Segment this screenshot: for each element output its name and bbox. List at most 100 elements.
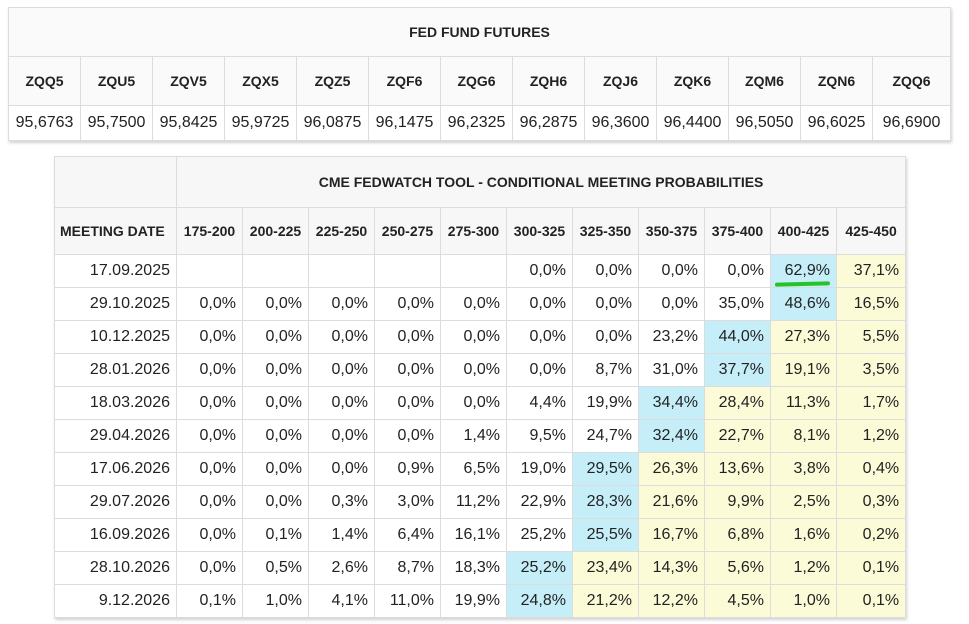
probability-cell: 0,0% <box>176 419 243 453</box>
probability-cell: 22,9% <box>506 485 573 519</box>
probability-cell: 0,3% <box>308 485 375 519</box>
fed-fund-futures-table: FED FUND FUTURES ZQQ5 ZQU5 ZQV5 ZQX5 ZQZ5 ZQF… <box>8 7 951 141</box>
contract-price-zqj6: 96,3600 <box>584 105 657 141</box>
contract-header-zqh6: ZQH6 <box>512 56 585 106</box>
probability-cell: 6,8% <box>704 518 771 552</box>
probability-cell: 3,5% <box>835 353 907 387</box>
probability-cell: 0,0% <box>506 287 573 321</box>
contract-header-zqf6: ZQF6 <box>368 56 441 106</box>
probability-cell: 0,0% <box>440 353 507 387</box>
contract-header-zqq6: ZQQ6 <box>872 56 951 106</box>
probability-cell: 5,6% <box>704 551 771 585</box>
probability-cell: 0,0% <box>242 287 309 321</box>
probability-cell: 29,5% <box>572 452 639 486</box>
probability-cell: 0,0% <box>176 287 243 321</box>
probability-cell: 0,0% <box>242 452 309 486</box>
probability-cell: 0,2% <box>835 518 907 552</box>
corner-cell <box>54 156 177 208</box>
probability-cell: 2,5% <box>770 485 837 519</box>
fedwatch-header-row: MEETING DATE 175-200 200-225 225-250 250-27… <box>54 207 907 255</box>
range-header-200-225: 200-225 <box>242 207 309 255</box>
probability-cell: 32,4% <box>638 419 705 453</box>
probability-cell: 35,0% <box>704 287 771 321</box>
probability-cell: 0,0% <box>704 254 771 288</box>
table-row: 29.04.2026 0,0% 0,0% 0,0% 0,0% 1,4% 9,5% 24,7% 3… <box>54 419 907 453</box>
range-header-225-250: 225-250 <box>308 207 375 255</box>
probability-cell: 19,1% <box>770 353 837 387</box>
probability-cell: 1,0% <box>242 584 309 618</box>
probability-cell: 1,0% <box>770 584 837 618</box>
probability-cell: 31,0% <box>638 353 705 387</box>
probability-value: 62,9% <box>784 262 830 279</box>
probability-cell: 0,0% <box>242 419 309 453</box>
range-header-275-300: 275-300 <box>440 207 507 255</box>
meeting-date-header: MEETING DATE <box>54 207 177 255</box>
probability-cell: 25,5% <box>572 518 639 552</box>
probability-cell: 19,0% <box>506 452 573 486</box>
table-row: 17.06.2026 0,0% 0,0% 0,0% 0,9% 6,5% 19,0% 29,5%… <box>54 452 907 486</box>
probability-cell: 0,0% <box>176 452 243 486</box>
probability-cell: 0,0% <box>242 386 309 420</box>
probability-cell: 6,5% <box>440 452 507 486</box>
contract-price-zqg6: 96,2325 <box>440 105 513 141</box>
contract-header-zqn6: ZQN6 <box>800 56 873 106</box>
probability-cell <box>374 254 441 288</box>
range-header-325-350: 325-350 <box>572 207 639 255</box>
probability-cell: 8,7% <box>374 551 441 585</box>
table-row: 28.01.2026 0,0% 0,0% 0,0% 0,0% 0,0% 0,0% 8,7% 31… <box>54 353 907 387</box>
probability-cell: 0,0% <box>638 254 705 288</box>
probability-cell: 0,0% <box>176 485 243 519</box>
probability-cell: 11,2% <box>440 485 507 519</box>
table-row: 29.07.2026 0,0% 0,0% 0,3% 3,0% 11,2% 22,9% 28,3… <box>54 485 907 519</box>
probability-cell: 0,0% <box>440 320 507 354</box>
probability-cell: 0,0% <box>176 518 243 552</box>
probability-cell: 0,0% <box>308 419 375 453</box>
probability-cell: 27,3% <box>770 320 837 354</box>
probability-cell: 23,4% <box>572 551 639 585</box>
probability-cell: 0,0% <box>374 353 441 387</box>
meeting-date: 18.03.2026 <box>54 386 177 420</box>
contract-header-zqu5: ZQU5 <box>80 56 153 106</box>
table-row: 10.12.2025 0,0% 0,0% 0,0% 0,0% 0,0% 0,0% 0,0% 23… <box>54 320 907 354</box>
probability-cell: 28,4% <box>704 386 771 420</box>
green-underline-annotation <box>774 281 831 287</box>
range-header-425-450: 425-450 <box>835 207 907 255</box>
meeting-date: 16.09.2026 <box>54 518 177 552</box>
probability-cell: 37,7% <box>704 353 771 387</box>
meeting-date: 28.01.2026 <box>54 353 177 387</box>
meeting-date: 10.12.2025 <box>54 320 177 354</box>
probability-cell: 1,7% <box>835 386 907 420</box>
contract-price-zqm6: 96,5050 <box>728 105 801 141</box>
probability-cell: 1,6% <box>770 518 837 552</box>
probability-cell: 0,0% <box>572 320 639 354</box>
probability-cell: 0,0% <box>440 386 507 420</box>
probability-cell: 0,1% <box>835 584 907 618</box>
probability-cell: 0,3% <box>835 485 907 519</box>
table-row: 16.09.2026 0,0% 0,1% 1,4% 6,4% 16,1% 25,2% 25,5… <box>54 518 907 552</box>
range-header-250-275: 250-275 <box>374 207 441 255</box>
probability-cell: 0,9% <box>374 452 441 486</box>
probability-cell: 9,5% <box>506 419 573 453</box>
range-header-400-425: 400-425 <box>770 207 837 255</box>
probability-cell: 0,0% <box>308 353 375 387</box>
futures-title: FED FUND FUTURES <box>8 7 951 57</box>
futures-price-row: 95,6763 95,7500 95,8425 95,9725 96,0875 96,14… <box>8 105 951 141</box>
meeting-date: 17.06.2026 <box>54 452 177 486</box>
probability-cell: 1,2% <box>835 419 907 453</box>
meeting-date: 29.10.2025 <box>54 287 177 321</box>
probability-cell: 16,5% <box>835 287 907 321</box>
meeting-date: 29.07.2026 <box>54 485 177 519</box>
meeting-date: 29.04.2026 <box>54 419 177 453</box>
probability-cell: 19,9% <box>440 584 507 618</box>
probability-cell: 11,0% <box>374 584 441 618</box>
probability-cell: 16,7% <box>638 518 705 552</box>
contract-header-zqj6: ZQJ6 <box>584 56 657 106</box>
probability-cell: 1,4% <box>440 419 507 453</box>
probability-cell: 24,8% <box>506 584 573 618</box>
probability-cell: 0,0% <box>374 287 441 321</box>
range-header-300-325: 300-325 <box>506 207 573 255</box>
probability-cell <box>176 254 243 288</box>
probability-cell: 0,0% <box>374 320 441 354</box>
contract-header-zqm6: ZQM6 <box>728 56 801 106</box>
contract-price-zqn6: 96,6025 <box>800 105 873 141</box>
